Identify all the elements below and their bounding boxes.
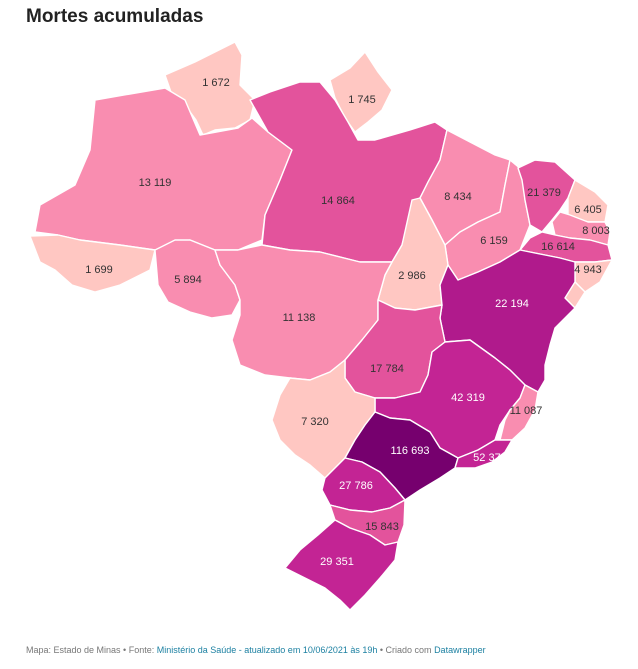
label-paraiba: 8 003 (582, 225, 610, 237)
label-amapa: 1 745 (348, 94, 376, 106)
state-amazonas[interactable] (34, 87, 293, 251)
state-sao-paulo[interactable] (344, 411, 459, 501)
label-rio-de-janeiro: 52 371 (473, 452, 507, 464)
label-mato-grosso-do-sul: 7 320 (301, 416, 329, 428)
label-espirito-santo: 11 087 (510, 405, 543, 417)
footer-middle: • Criado com (377, 645, 435, 655)
source-link[interactable]: Ministério da Saúde - atualizado em 10/0… (156, 645, 378, 655)
state-rio-de-janeiro[interactable] (454, 439, 513, 469)
label-sao-paulo: 116 693 (391, 445, 430, 457)
label-minas-gerais: 42 319 (451, 392, 485, 404)
label-rio-grande-do-sul: 29 351 (320, 556, 354, 568)
state-ceara[interactable] (517, 159, 576, 233)
label-roraima: 1 672 (202, 77, 230, 89)
label-ceara: 21 379 (527, 187, 561, 199)
label-maranhao: 8 434 (444, 191, 472, 203)
label-piaui: 6 159 (480, 235, 508, 247)
label-bahia: 22 194 (495, 298, 529, 310)
label-alagoas: 4 943 (574, 264, 602, 276)
label-goias: 17 784 (370, 363, 404, 375)
state-rio-grande-do-sul[interactable] (284, 519, 399, 611)
label-parana: 27 786 (339, 480, 373, 492)
label-rondonia: 5 894 (174, 274, 202, 286)
label-tocantins: 2 986 (398, 270, 426, 282)
label-amazonas: 13 119 (139, 177, 172, 189)
state-acre[interactable] (29, 234, 156, 293)
label-mato-grosso: 11 138 (283, 312, 316, 324)
label-para: 14 864 (321, 195, 355, 207)
label-pernambuco: 16 614 (541, 241, 575, 253)
label-acre: 1 699 (85, 264, 113, 276)
label-rio-grande-do-norte: 6 405 (574, 204, 602, 216)
datawrapper-link[interactable]: Datawrapper (434, 645, 486, 655)
page-title: Mortes acumuladas (26, 6, 204, 27)
state-espirito-santo[interactable] (499, 384, 539, 441)
footer-prefix: Mapa: Estado de Minas • Fonte: (26, 645, 157, 655)
label-santa-catarina: 15 843 (365, 521, 399, 533)
footer-credits: Mapa: Estado de Minas • Fonte: Ministéri… (26, 645, 486, 655)
